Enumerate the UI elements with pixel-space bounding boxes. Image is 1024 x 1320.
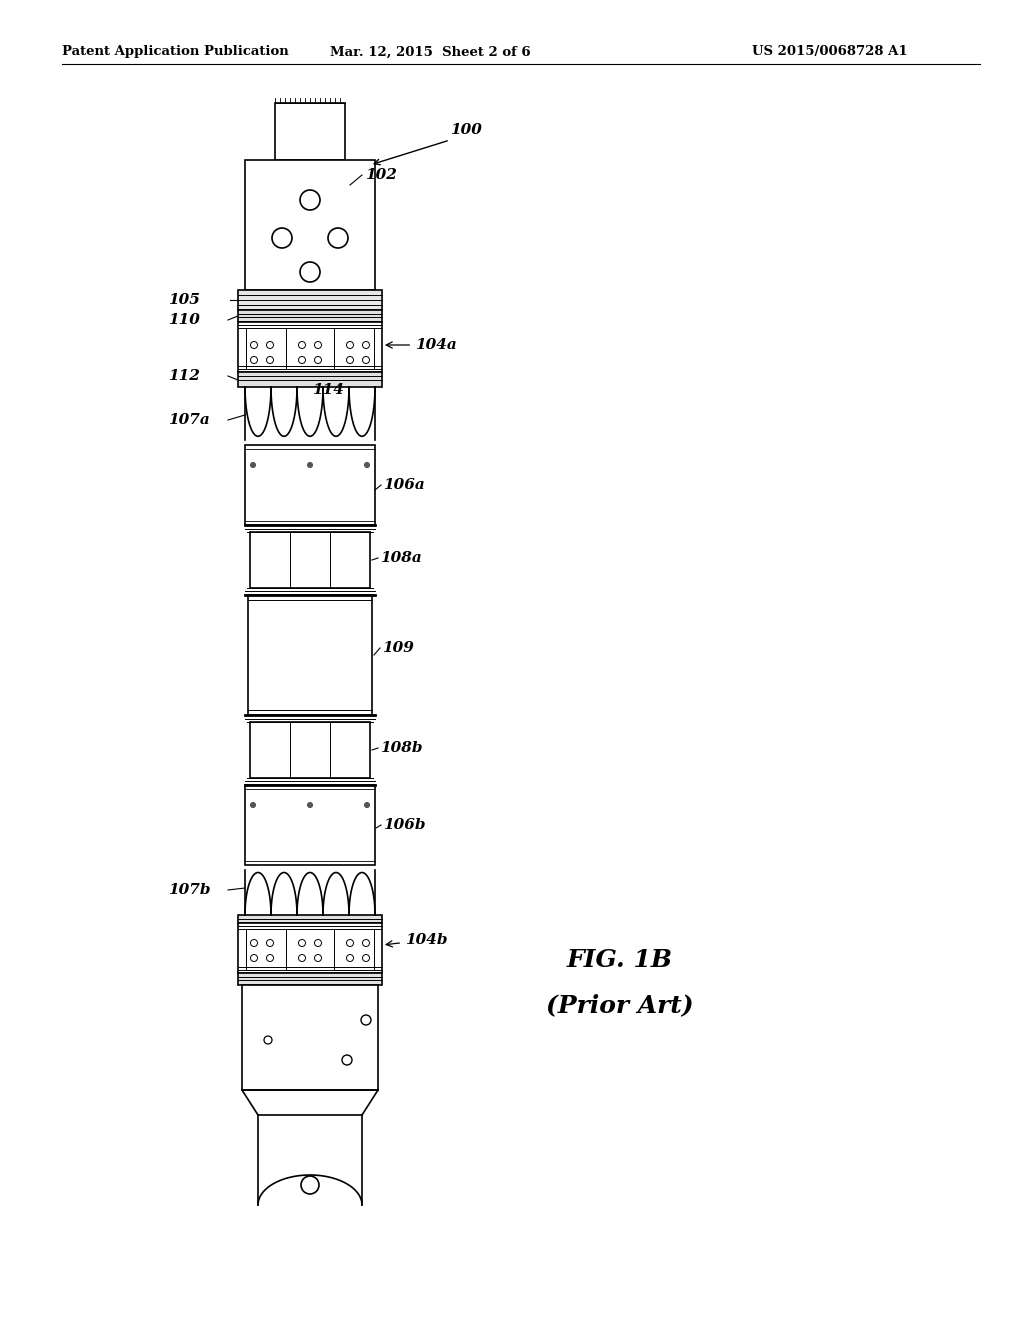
Text: 106a: 106a (383, 478, 425, 492)
Circle shape (251, 356, 257, 363)
Text: 110: 110 (168, 313, 200, 327)
Circle shape (361, 1015, 371, 1026)
Circle shape (342, 1055, 352, 1065)
Circle shape (314, 954, 322, 961)
Circle shape (365, 803, 370, 808)
Text: 104a: 104a (386, 338, 457, 352)
Bar (245, 445, 375, 525)
Bar (250, 722, 370, 777)
Circle shape (346, 356, 353, 363)
Bar (238, 915, 382, 923)
Bar (275, 103, 345, 160)
Bar (238, 372, 382, 387)
Circle shape (307, 803, 312, 808)
Text: 102: 102 (365, 168, 397, 182)
Circle shape (299, 342, 305, 348)
Text: FIG. 1B: FIG. 1B (567, 948, 673, 972)
Text: 104b: 104b (386, 933, 447, 946)
Bar (242, 985, 378, 1090)
Text: Mar. 12, 2015  Sheet 2 of 6: Mar. 12, 2015 Sheet 2 of 6 (330, 45, 530, 58)
Bar (238, 310, 382, 322)
Text: 107a: 107a (168, 413, 210, 426)
Bar (245, 785, 375, 865)
Bar (238, 923, 382, 973)
Text: 109: 109 (382, 642, 414, 655)
Text: 112: 112 (168, 370, 200, 383)
Text: 106b: 106b (383, 818, 426, 832)
Circle shape (328, 228, 348, 248)
Circle shape (346, 940, 353, 946)
Bar (248, 595, 372, 715)
Bar (250, 532, 370, 587)
Circle shape (314, 356, 322, 363)
Text: 114: 114 (312, 383, 344, 397)
Circle shape (362, 356, 370, 363)
Text: 107b: 107b (168, 883, 211, 898)
Text: 100: 100 (450, 123, 482, 137)
Circle shape (301, 1176, 319, 1195)
Circle shape (300, 261, 319, 282)
Text: (Prior Art): (Prior Art) (546, 993, 694, 1016)
Circle shape (272, 228, 292, 248)
Text: US 2015/0068728 A1: US 2015/0068728 A1 (753, 45, 908, 58)
Circle shape (251, 940, 257, 946)
Circle shape (314, 940, 322, 946)
Circle shape (362, 342, 370, 348)
Bar (238, 322, 382, 372)
Bar (238, 290, 382, 310)
Text: 108a: 108a (380, 550, 422, 565)
Circle shape (362, 954, 370, 961)
Circle shape (299, 954, 305, 961)
Circle shape (300, 190, 319, 210)
Circle shape (307, 462, 312, 467)
Circle shape (251, 342, 257, 348)
Circle shape (299, 940, 305, 946)
Circle shape (299, 356, 305, 363)
Circle shape (346, 342, 353, 348)
Circle shape (251, 462, 256, 467)
Text: 108b: 108b (380, 741, 423, 755)
Circle shape (365, 462, 370, 467)
Circle shape (264, 1036, 272, 1044)
Circle shape (251, 803, 256, 808)
Bar (238, 973, 382, 985)
Circle shape (346, 954, 353, 961)
Bar (245, 160, 375, 290)
Circle shape (266, 342, 273, 348)
Circle shape (314, 342, 322, 348)
Circle shape (266, 954, 273, 961)
Circle shape (266, 356, 273, 363)
Text: 105: 105 (168, 293, 200, 308)
Circle shape (362, 940, 370, 946)
Circle shape (251, 954, 257, 961)
Circle shape (266, 940, 273, 946)
Text: Patent Application Publication: Patent Application Publication (62, 45, 289, 58)
